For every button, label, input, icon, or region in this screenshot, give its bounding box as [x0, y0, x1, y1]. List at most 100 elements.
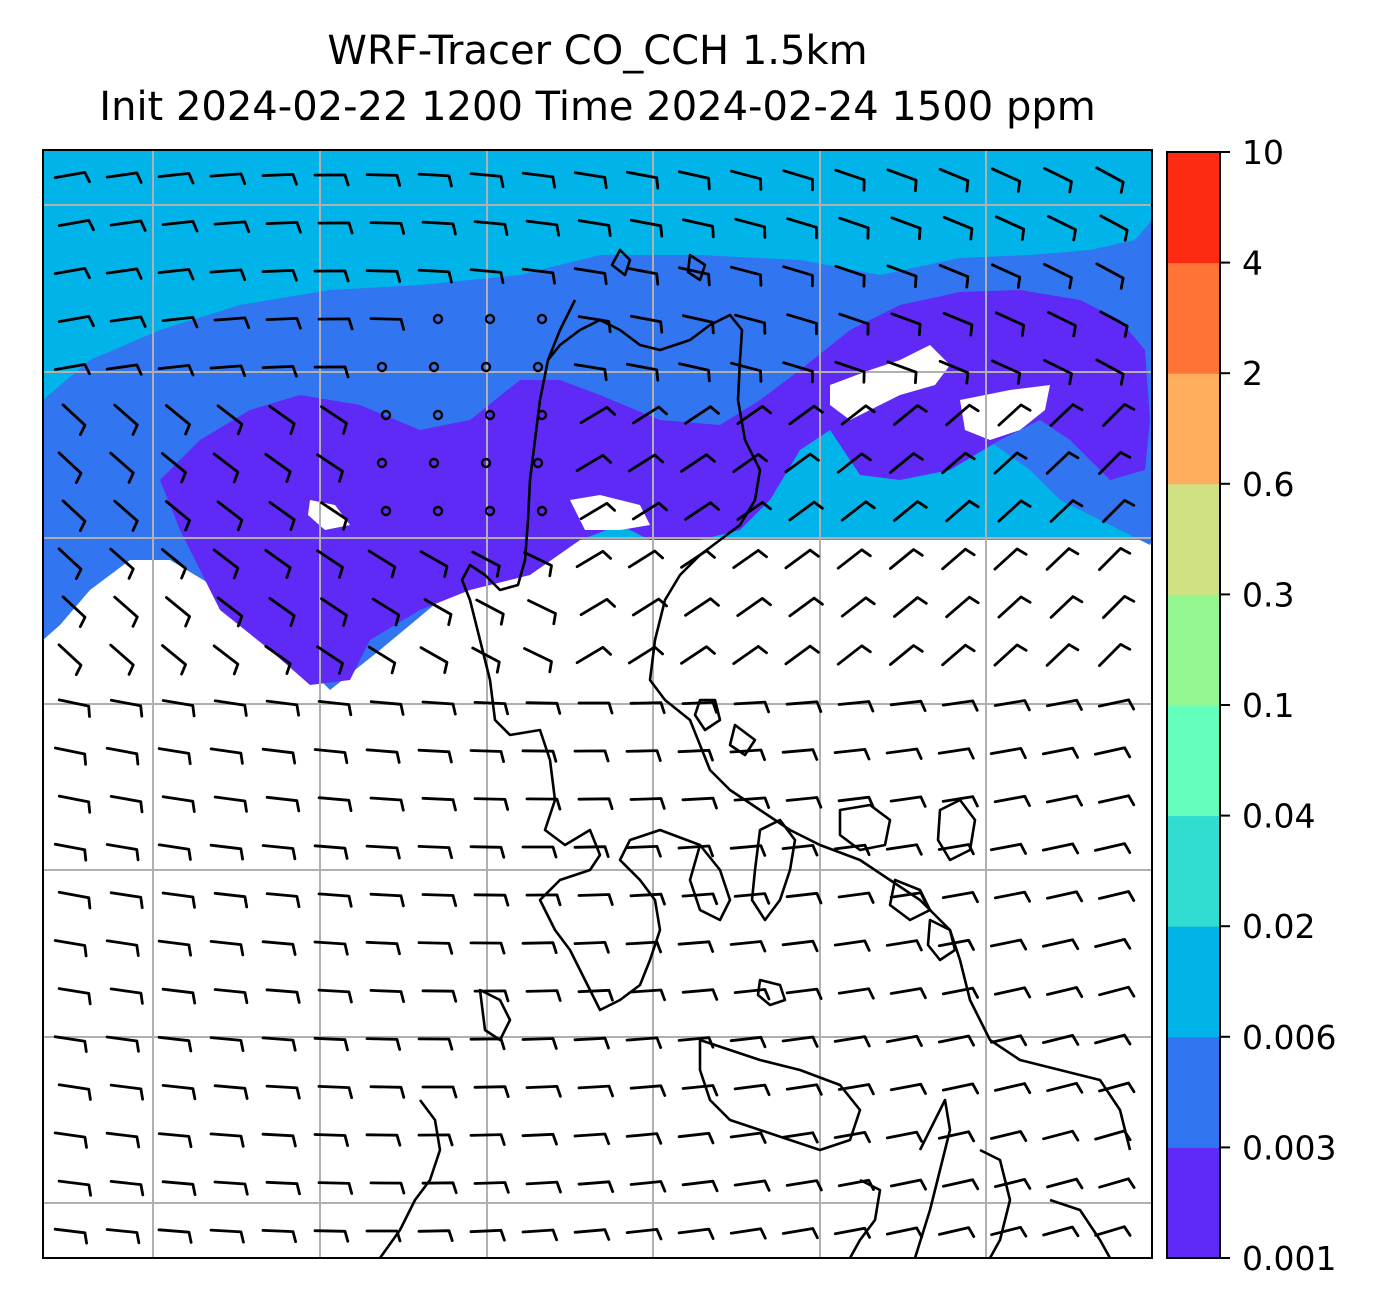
wind-barb — [105, 746, 140, 766]
wind-barb — [316, 453, 344, 483]
wind-barb — [317, 988, 353, 1004]
wind-barb — [109, 891, 144, 910]
wind-barb — [678, 266, 711, 287]
wind-barb — [165, 404, 191, 436]
colorbar-segment-1 — [1167, 1036, 1220, 1148]
wind-barb — [836, 548, 872, 570]
wind-barb — [261, 747, 297, 765]
wind-barb — [213, 988, 249, 1005]
wind-barb — [1045, 643, 1080, 667]
wind-barb — [521, 1132, 558, 1146]
wind-barb — [1046, 1081, 1084, 1094]
wind-barb — [209, 843, 244, 861]
calm-marker — [484, 313, 496, 325]
wind-barb — [886, 360, 918, 385]
wind-barb — [212, 644, 240, 676]
wind-barb — [212, 548, 240, 580]
wind-barb — [573, 1036, 610, 1050]
wind-barb — [629, 797, 666, 810]
wind-barb — [313, 365, 350, 379]
wind-barb — [942, 1178, 980, 1191]
wind-barb — [938, 1226, 976, 1238]
wind-barb — [157, 172, 195, 185]
wind-barb — [1093, 746, 1132, 759]
wind-barb — [781, 1035, 819, 1048]
wind-barb — [885, 1130, 923, 1143]
colorbar-tick-label: 2 — [1242, 354, 1263, 393]
wind-barb — [313, 269, 350, 283]
wind-barb — [836, 452, 872, 474]
wind-barb — [369, 796, 405, 812]
calm-marker — [428, 361, 440, 373]
wind-barb — [1041, 746, 1079, 759]
wind-barb — [521, 1228, 558, 1242]
wind-barb — [677, 844, 714, 858]
wind-barb — [105, 1131, 141, 1149]
calm-marker — [532, 457, 544, 469]
wind-barb — [57, 547, 83, 580]
wind-barb — [989, 938, 1028, 951]
wind-barb — [367, 645, 397, 675]
colorbar-tick-label: 0.3 — [1242, 575, 1294, 614]
wind-barb — [53, 267, 91, 280]
wind-barb — [473, 1085, 510, 1098]
wind-barb — [421, 1085, 458, 1099]
wind-barb — [990, 167, 1022, 193]
wind-barb — [317, 1181, 354, 1195]
wind-barb — [109, 451, 135, 484]
wind-barb — [313, 173, 350, 187]
wind-barb — [889, 987, 927, 1000]
wind-barb — [316, 645, 344, 675]
wind-barb — [161, 316, 199, 329]
wind-barb — [781, 748, 819, 761]
wind-barb — [577, 1180, 615, 1193]
wind-barb — [579, 405, 616, 425]
wind-barb — [365, 844, 401, 860]
wind-barb — [157, 1132, 193, 1149]
wind-barb — [53, 746, 87, 766]
wind-barb — [365, 1229, 402, 1243]
wind-barb — [417, 172, 453, 188]
wind-barb — [521, 749, 558, 763]
colorbar-segment-7 — [1167, 373, 1220, 485]
wind-barb — [1098, 1081, 1136, 1094]
wind-barb — [1094, 1129, 1132, 1142]
wind-barb — [109, 219, 147, 232]
calm-marker — [484, 505, 496, 517]
wind-barb — [837, 1083, 875, 1096]
wind-barb — [730, 361, 763, 383]
wind-barb — [942, 215, 974, 241]
wind-barb — [473, 1181, 510, 1194]
wind-barb — [261, 269, 298, 282]
wind-barb — [1042, 1225, 1080, 1238]
coast-segment-1 — [546, 313, 1132, 1151]
wind-barb — [365, 748, 401, 764]
wind-barb — [216, 404, 244, 436]
wind-barb — [265, 988, 301, 1004]
wind-barb — [993, 547, 1028, 571]
wind-barb — [836, 644, 872, 666]
wind-barb — [990, 1225, 1028, 1238]
coast-segment-17 — [610, 248, 632, 277]
wind-barb — [105, 267, 143, 280]
wind-barb — [419, 646, 449, 674]
colorbar-tick-label: 0.001 — [1242, 1239, 1336, 1278]
wind-barb — [57, 1179, 92, 1197]
colorbar-tick-label: 0.006 — [1242, 1018, 1336, 1057]
wind-barb — [161, 987, 197, 1005]
wind-barb — [781, 1227, 819, 1240]
map-panel — [43, 150, 1152, 1258]
wind-barb — [937, 1130, 976, 1143]
wind-barb — [1098, 451, 1132, 475]
wind-barb — [317, 317, 354, 331]
wind-barb — [729, 844, 767, 857]
wind-barb — [421, 700, 457, 716]
wind-barb — [734, 217, 767, 239]
wind-barb — [889, 795, 927, 808]
wind-barb — [577, 1084, 614, 1098]
wind-barb — [625, 940, 662, 954]
wind-barb — [833, 843, 871, 857]
wind-barb — [527, 599, 557, 626]
wind-barb — [213, 1180, 249, 1196]
wind-barb — [889, 452, 924, 474]
